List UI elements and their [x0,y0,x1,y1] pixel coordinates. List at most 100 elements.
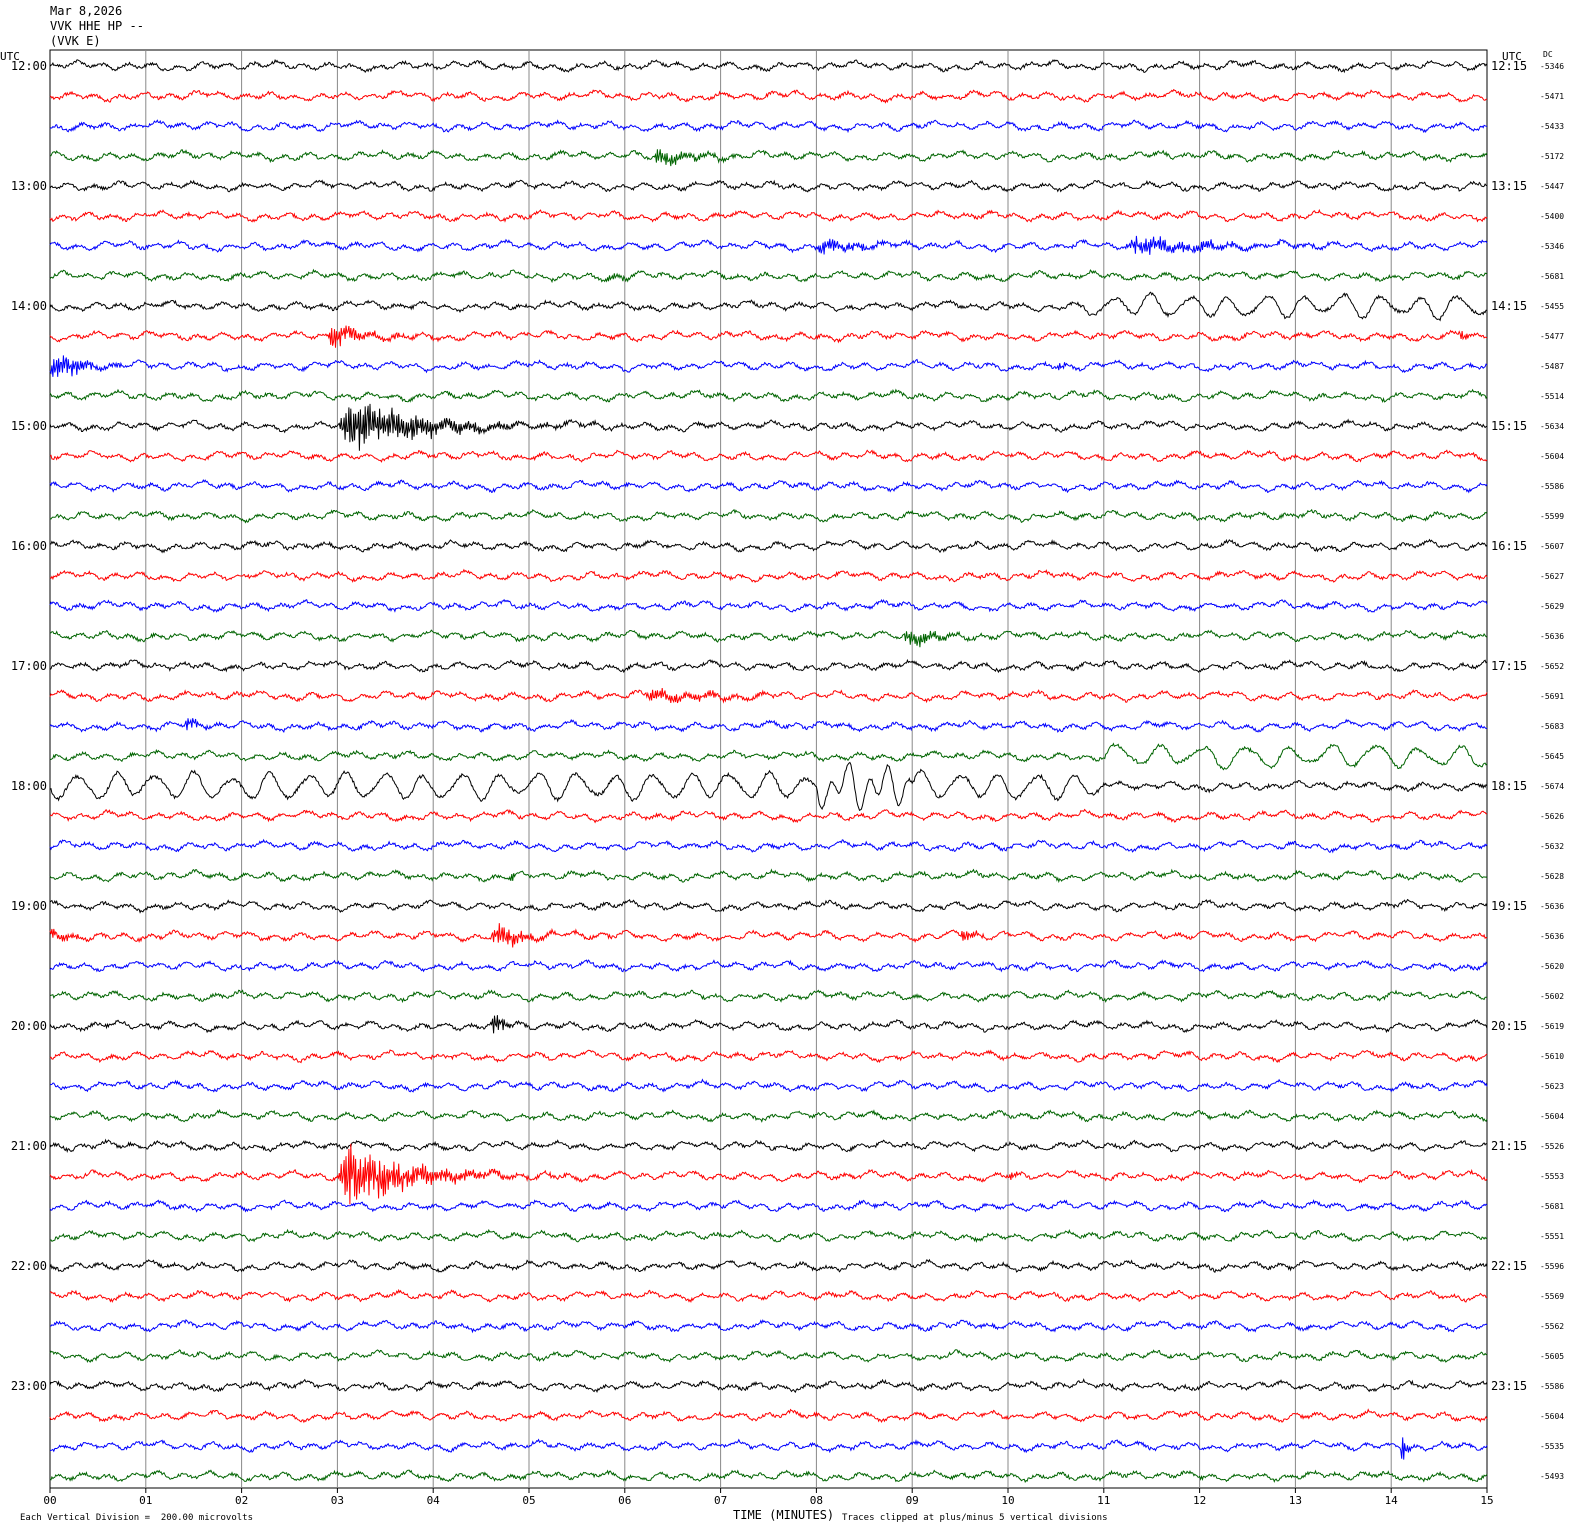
trace-line [49,598,1488,613]
trace-line [49,629,1488,648]
x-tick-label: 13 [1289,1494,1302,1507]
x-tick-label: 04 [427,1494,441,1507]
trace-line [49,449,1488,463]
trace-line [49,568,1488,583]
x-tick-label: 03 [331,1494,344,1507]
trace-line [49,1143,1488,1205]
hour-label-right: 15:15 [1491,419,1527,433]
dc-offset-label: -5487 [1540,362,1564,371]
trace-line [49,1378,1488,1394]
hour-label-left: 21:00 [11,1139,47,1153]
trace-line [49,838,1488,854]
dc-offset-label: -5610 [1540,1052,1564,1061]
hour-label-right: 23:15 [1491,1379,1527,1393]
trace-line [49,208,1488,223]
dc-offset-label: -5626 [1540,812,1564,821]
dc-offset-label: -5604 [1540,1112,1564,1121]
trace-line [49,538,1488,554]
dc-offset-label: -5346 [1540,242,1564,251]
dc-offset-label: -5681 [1540,272,1564,281]
dc-offset-label: -5433 [1540,122,1564,131]
hour-label-right: 17:15 [1491,659,1527,673]
dc-offset-label: -5636 [1540,632,1564,641]
dc-offset-label: -5645 [1540,752,1564,761]
trace-line [49,959,1488,973]
dc-offset-label: -5551 [1540,1232,1564,1241]
trace-line [49,718,1488,733]
hour-label-left: 22:00 [11,1259,47,1273]
dc-offset-label: -5634 [1540,422,1564,431]
trace-line [49,88,1488,104]
clip-note: Traces clipped at plus/minus 5 vertical … [842,1513,1108,1523]
x-tick-label: 06 [618,1494,631,1507]
trace-line [49,761,1488,812]
trace-line [49,291,1487,322]
trace-line [49,508,1488,524]
hour-label-left: 12:00 [11,59,47,73]
hour-label-right: 13:15 [1491,179,1527,193]
x-tick-label: 02 [235,1494,248,1507]
dc-offset-label: -5172 [1540,152,1564,161]
dc-offset-label: -5535 [1540,1442,1564,1451]
trace-line [49,479,1488,494]
dc-offset-label: -5623 [1540,1082,1564,1091]
left-utc-label: UTC [0,50,20,63]
hour-label-right: 21:15 [1491,1139,1527,1153]
trace-line [49,1288,1488,1303]
dc-offset-label: -5526 [1540,1142,1564,1151]
x-axis-title: TIME (MINUTES) [733,1508,835,1522]
dc-offset-label: -5599 [1540,512,1564,521]
dc-offset-label: -5602 [1540,992,1564,1001]
hour-label-right: 19:15 [1491,899,1527,913]
plot-frame [49,49,1488,1489]
trace-line [49,1258,1488,1273]
dc-offset-label: -5569 [1540,1292,1564,1301]
x-tick-label: 11 [1097,1494,1110,1507]
right-utc-label: UTC [1502,50,1522,63]
hour-label-left: 19:00 [11,899,47,913]
dc-offset-label: -5691 [1540,692,1564,701]
dc-offset-label: -5586 [1540,1382,1564,1391]
dc-offset-label: -5674 [1540,782,1564,791]
hour-label-right: 14:15 [1491,299,1527,313]
x-tick-label: 01 [139,1494,152,1507]
trace-line [49,1078,1488,1093]
dc-offset-label: -5477 [1540,332,1564,341]
hour-label-right: 12:15 [1491,59,1527,73]
scale-note: Each Vertical Division = 200.00 microvol… [20,1513,253,1523]
trace-line [49,1138,1488,1154]
dc-offset-label: -5596 [1540,1262,1564,1271]
dc-offset-label: -5514 [1540,392,1564,401]
dc-offset-label: -5681 [1540,1202,1564,1211]
x-tick-label: 15 [1480,1494,1493,1507]
trace-line [49,355,1488,377]
trace-line [49,808,1488,824]
dc-offset-label: -5636 [1540,932,1564,941]
hour-label-right: 20:15 [1491,1019,1527,1033]
dc-offset-label: -5455 [1540,302,1564,311]
trace-line [49,235,1488,255]
x-tick-label: 07 [714,1494,727,1507]
dc-offset-label: -5604 [1540,452,1564,461]
x-tick-label: 10 [1001,1494,1014,1507]
trace-line [50,149,1488,167]
dc-offset-label: -5607 [1540,542,1564,551]
dc-offset-label: -5562 [1540,1322,1564,1331]
trace-line [49,868,1488,884]
trace-line [49,658,1488,674]
dc-offset-label: -5629 [1540,602,1564,611]
dc-offset-label: -5493 [1540,1472,1564,1481]
trace-line [49,898,1488,914]
hour-label-left: 16:00 [11,539,47,553]
trace-line [49,1049,1488,1064]
x-tick-label: 14 [1385,1494,1399,1507]
station-component: (VVK E) [50,34,101,48]
trace-line [49,388,1488,404]
trace-line [50,1319,1488,1334]
dc-offset-label: -5604 [1540,1412,1564,1421]
hour-label-left: 14:00 [11,299,47,313]
station-channel: VVK HHE HP -- [50,19,144,33]
hour-label-left: 17:00 [11,659,47,673]
x-tick-label: 09 [906,1494,919,1507]
trace-line [49,403,1488,451]
